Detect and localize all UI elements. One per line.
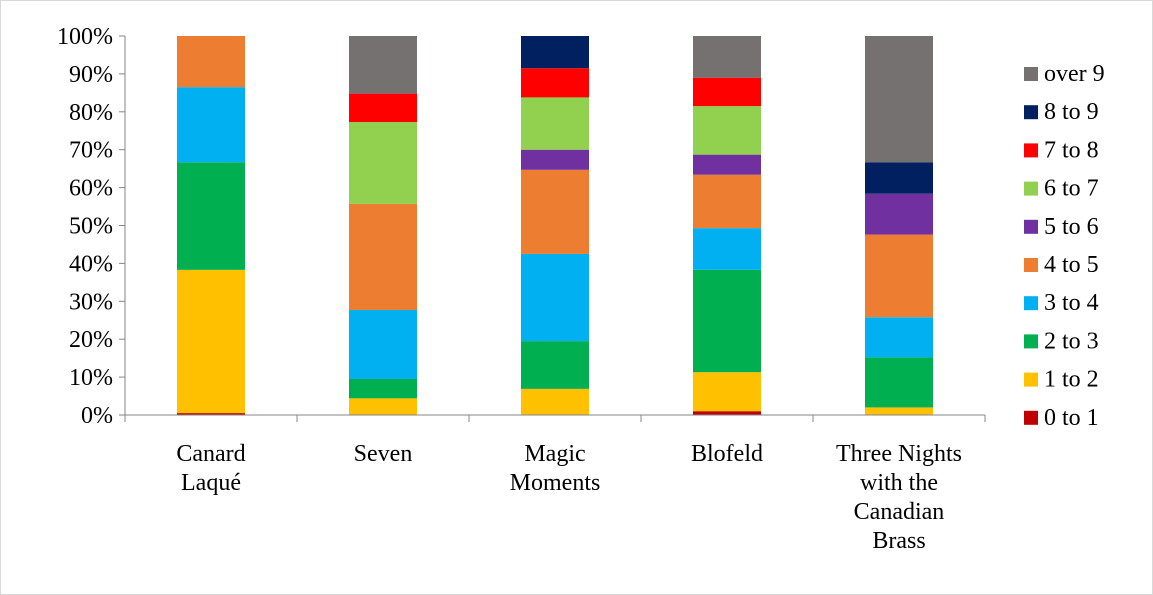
y-tick-label: 90% — [69, 62, 113, 88]
legend-swatch — [1024, 372, 1038, 387]
legend-swatch — [1024, 334, 1038, 349]
legend-swatch — [1024, 219, 1038, 234]
bar-segment-4-to-5 — [693, 174, 761, 229]
legend-swatch — [1024, 181, 1038, 196]
x-tick-label-line: Brass — [872, 528, 925, 554]
x-tick-label-line: Blofeld — [691, 441, 763, 467]
bar-segment-3-to-4 — [693, 228, 761, 270]
bar-segment-8-to-9 — [865, 162, 933, 194]
bar-segment-2-to-3 — [177, 162, 245, 270]
legend: over 9 8 to 9 7 to 8 6 to 7 5 to 6 4 to 5 3 to… — [1024, 61, 1105, 431]
y-tick-label: 50% — [69, 214, 113, 240]
x-tick-label-line: Moments — [510, 470, 601, 496]
bar-segment-over-9 — [693, 36, 761, 78]
x-tick-label-line: Laqué — [181, 470, 241, 496]
x-tick-label-line: Three Nights — [836, 441, 962, 467]
y-tick-label: 60% — [69, 176, 113, 202]
y-tick-label: 10% — [69, 365, 113, 391]
legend-label: 7 to 8 — [1044, 137, 1099, 163]
bar-segment-3-to-4 — [177, 87, 245, 163]
y-tick-label: 20% — [69, 327, 113, 353]
legend-swatch — [1024, 105, 1038, 120]
legend-swatch — [1024, 67, 1038, 81]
x-tick-label-line: Canadian — [854, 499, 945, 525]
x-tick-label: Magic Moments — [510, 441, 601, 496]
legend-swatch — [1024, 296, 1038, 311]
x-tick-label-line: Seven — [354, 441, 413, 467]
x-tick-label-line: Canard — [176, 441, 245, 467]
bar-segment-6-to-7 — [349, 122, 417, 204]
x-tick-label-line: with the — [860, 470, 938, 496]
legend-swatch — [1024, 258, 1038, 272]
bar-segment-1-to-2 — [693, 372, 761, 412]
legend-label: 5 to 6 — [1044, 214, 1099, 240]
bar-segment-3-to-4 — [865, 317, 933, 358]
bar-segment-0-to-1 — [693, 411, 761, 415]
legend-label: 1 to 2 — [1044, 367, 1099, 393]
bar-segment-0-to-1 — [177, 413, 245, 415]
bar-segment-3-to-4 — [349, 310, 417, 379]
y-tick-label: 80% — [69, 100, 113, 126]
x-tick-label: Three Nights with the Canadian Brass — [836, 441, 962, 554]
bar-segment-2-to-3 — [349, 378, 417, 399]
legend-label: 3 to 4 — [1044, 290, 1099, 316]
legend-label: 8 to 9 — [1044, 99, 1099, 125]
y-tick-label: 70% — [69, 138, 113, 164]
legend-label: 4 to 5 — [1044, 252, 1099, 278]
x-tick-label-line: Magic — [524, 441, 585, 467]
bar-segment-3-to-4 — [521, 253, 589, 342]
x-tick-label: Seven — [354, 441, 413, 467]
bar-segment-7-to-8 — [693, 77, 761, 107]
bar-segment-2-to-3 — [521, 341, 589, 389]
legend-swatch — [1024, 410, 1038, 425]
bar-segment-2-to-3 — [865, 357, 933, 408]
bar-segment-7-to-8 — [349, 93, 417, 123]
bar-segment-5-to-6 — [693, 154, 761, 175]
y-tick-label: 0% — [81, 403, 113, 429]
y-tick-label: 100% — [57, 24, 113, 50]
bar-segment-1-to-2 — [865, 407, 933, 415]
bar-segment-5-to-6 — [865, 193, 933, 235]
legend-label: 0 to 1 — [1044, 405, 1099, 431]
bar-segment-2-to-3 — [693, 269, 761, 373]
bar-segment-over-9 — [349, 36, 417, 94]
bar-segment-1-to-2 — [177, 269, 245, 414]
bar-segment-6-to-7 — [693, 106, 761, 155]
legend-swatch — [1024, 143, 1038, 158]
legend-label: 6 to 7 — [1044, 176, 1099, 202]
y-tick-label: 40% — [69, 251, 113, 277]
x-tick-label: Blofeld — [691, 441, 763, 467]
axes-layer: 0% 10% 20% 30% 40% 50% 60% 70% 80% 90% 100% Canard L… — [57, 24, 986, 554]
bar-segment-4-to-5 — [177, 36, 245, 88]
x-tick-label: Canard Laqué — [176, 441, 245, 496]
bar-segment-4-to-5 — [349, 203, 417, 311]
bar-segment-6-to-7 — [521, 97, 589, 150]
y-tick-label: 30% — [69, 289, 113, 315]
bar-segment-8-to-9 — [521, 36, 589, 69]
bar-segment-1-to-2 — [521, 388, 589, 415]
bar-segment-5-to-6 — [521, 149, 589, 170]
bar-segment-7-to-8 — [521, 68, 589, 98]
bar-segment-over-9 — [865, 36, 933, 163]
bar-segment-4-to-5 — [521, 169, 589, 254]
bars-layer — [177, 36, 933, 415]
bar-segment-1-to-2 — [349, 398, 417, 415]
legend-label: 2 to 3 — [1044, 328, 1099, 354]
legend-label: over 9 — [1044, 61, 1105, 87]
bar-segment-4-to-5 — [865, 234, 933, 318]
